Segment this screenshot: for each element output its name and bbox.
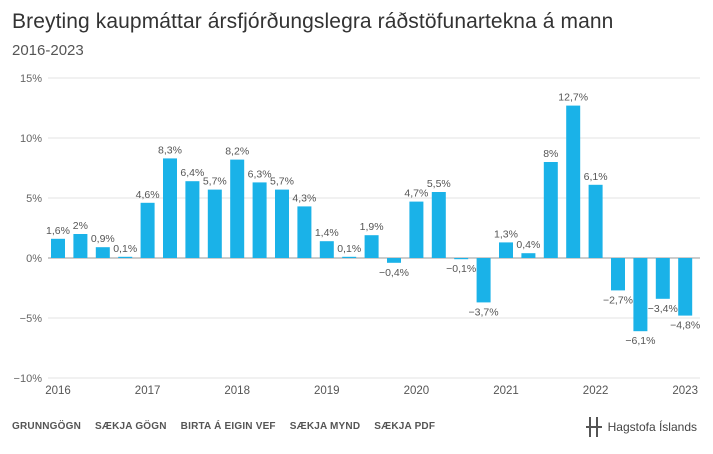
x-tick-label: 2018 xyxy=(224,385,250,397)
data-label: 8,2% xyxy=(225,146,249,158)
bar xyxy=(163,158,177,258)
data-label: 0,1% xyxy=(337,243,361,255)
bar xyxy=(655,258,670,299)
data-label: 6,3% xyxy=(248,168,272,180)
bar xyxy=(319,241,334,258)
brand-logo[interactable]: Hagstofa Íslands xyxy=(585,416,697,438)
data-label: −3,4% xyxy=(648,303,678,315)
footer-links: GRUNNGÖGN SÆKJA GÖGN BIRTA Á EIGIN VEF S… xyxy=(12,421,435,432)
x-tick-label: 2016 xyxy=(45,385,71,397)
x-tick-label: 2019 xyxy=(314,385,340,397)
data-label: 5,7% xyxy=(203,176,227,188)
bar xyxy=(73,234,88,258)
grunngogn-link[interactable]: GRUNNGÖGN xyxy=(12,421,82,432)
data-label: 5,5% xyxy=(427,178,451,190)
bar xyxy=(297,206,312,258)
bar xyxy=(409,201,424,258)
data-label: −4,8% xyxy=(670,320,700,332)
chart-title: Breyting kaupmáttar ársfjórðungslegra rá… xyxy=(12,10,614,33)
bar xyxy=(275,189,289,258)
hagstofa-logo-icon xyxy=(585,417,602,437)
data-label: 0,1% xyxy=(113,243,137,255)
y-tick-label: 15% xyxy=(20,73,42,85)
bar xyxy=(140,202,155,258)
saekja-gogn-link[interactable]: SÆKJA GÖGN xyxy=(95,421,167,432)
data-label: 4,7% xyxy=(404,188,428,200)
bar xyxy=(230,159,245,258)
x-tick-label: 2020 xyxy=(404,385,430,397)
bar xyxy=(252,182,267,258)
data-label: 8,3% xyxy=(158,144,182,156)
data-label: 4,6% xyxy=(136,189,160,201)
data-label: 6,4% xyxy=(180,167,204,179)
bar xyxy=(633,258,648,332)
y-tick-label: −5% xyxy=(20,313,43,325)
bar xyxy=(454,258,469,260)
bar xyxy=(611,258,625,291)
birta-a-eigin-vef-link[interactable]: BIRTA Á EIGIN VEF xyxy=(180,421,276,432)
brand-name: Hagstofa Íslands xyxy=(607,420,697,434)
saekja-pdf-link[interactable]: SÆKJA PDF xyxy=(374,421,436,432)
bar xyxy=(588,184,603,258)
x-tick-label: 2023 xyxy=(672,385,698,397)
x-tick-label: 2022 xyxy=(583,385,609,397)
bar xyxy=(364,235,379,258)
bar xyxy=(95,247,110,258)
data-label: 0,9% xyxy=(91,233,115,245)
bar xyxy=(678,258,693,316)
data-label: −2,7% xyxy=(603,294,633,306)
bar xyxy=(521,253,536,258)
y-tick-label: 5% xyxy=(26,193,42,205)
chart-subtitle: 2016-2023 xyxy=(12,42,84,59)
data-label: 6,1% xyxy=(584,171,608,183)
bar xyxy=(543,162,558,258)
data-label: −6,1% xyxy=(625,335,655,347)
data-label: 1,3% xyxy=(494,228,518,240)
bar xyxy=(566,105,581,258)
data-label: 1,4% xyxy=(315,227,339,239)
data-label: 1,6% xyxy=(46,225,70,237)
data-label: −3,7% xyxy=(469,306,499,318)
bar xyxy=(51,238,65,258)
bar xyxy=(431,192,446,258)
bar xyxy=(207,189,222,258)
data-label: 4,3% xyxy=(292,192,316,204)
data-label: 2% xyxy=(73,220,88,232)
x-tick-label: 2021 xyxy=(493,385,519,397)
data-label: 1,9% xyxy=(360,221,384,233)
bar xyxy=(342,256,357,258)
bar xyxy=(476,258,491,303)
bar xyxy=(118,256,133,258)
data-label: 0,4% xyxy=(516,239,540,251)
bar xyxy=(185,181,200,258)
bar xyxy=(387,258,401,263)
data-label: −0,1% xyxy=(446,263,476,275)
y-tick-label: 0% xyxy=(26,253,42,265)
bar xyxy=(499,242,513,258)
x-tick-label: 2017 xyxy=(135,385,161,397)
y-tick-label: 10% xyxy=(20,133,42,145)
data-label: 12,7% xyxy=(558,92,588,104)
data-label: −0,4% xyxy=(379,267,409,279)
data-label: 5,7% xyxy=(270,176,294,188)
saekja-mynd-link[interactable]: SÆKJA MYND xyxy=(289,421,361,432)
data-label: 8% xyxy=(543,148,558,160)
bar-chart: −10%−5%0%5%10%15%1,6% 2%0,9%0,1%4,6%8,3%6… xyxy=(14,73,701,397)
y-tick-label: −10% xyxy=(14,373,43,385)
